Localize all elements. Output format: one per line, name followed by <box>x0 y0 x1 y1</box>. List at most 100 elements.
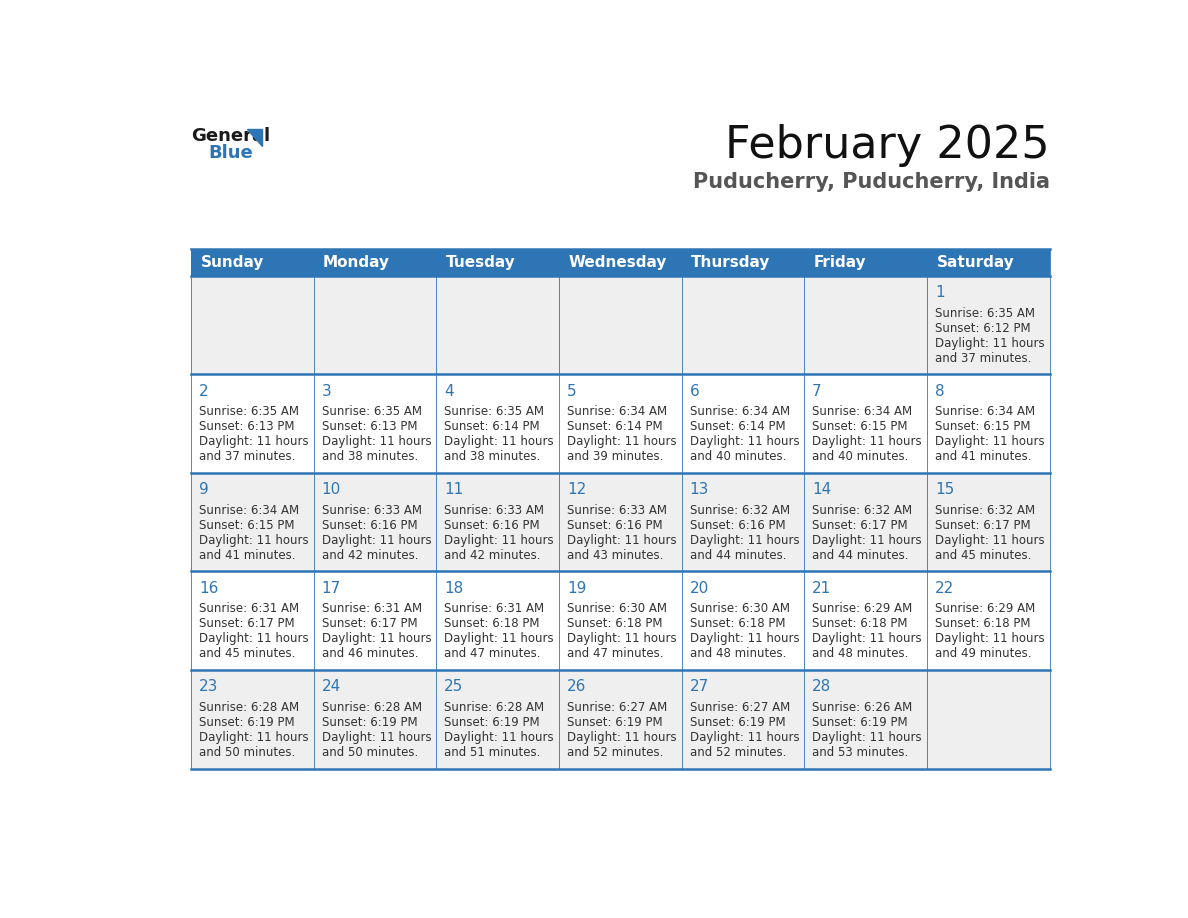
Text: Daylight: 11 hours: Daylight: 11 hours <box>689 633 800 645</box>
Text: Daylight: 11 hours: Daylight: 11 hours <box>935 337 1044 350</box>
Text: Sunset: 6:19 PM: Sunset: 6:19 PM <box>198 716 295 729</box>
Text: and 48 minutes.: and 48 minutes. <box>689 647 786 660</box>
Text: and 45 minutes.: and 45 minutes. <box>935 549 1031 562</box>
Text: and 50 minutes.: and 50 minutes. <box>322 745 418 759</box>
Text: Sunrise: 6:30 AM: Sunrise: 6:30 AM <box>689 602 790 615</box>
Text: Sunset: 6:17 PM: Sunset: 6:17 PM <box>322 617 417 630</box>
Text: Sunset: 6:18 PM: Sunset: 6:18 PM <box>813 617 908 630</box>
Text: and 49 minutes.: and 49 minutes. <box>935 647 1031 660</box>
Text: Sunset: 6:14 PM: Sunset: 6:14 PM <box>567 420 663 433</box>
Bar <box>804 571 927 670</box>
Text: Sunrise: 6:35 AM: Sunrise: 6:35 AM <box>935 307 1035 319</box>
Text: Daylight: 11 hours: Daylight: 11 hours <box>813 435 922 448</box>
Text: 7: 7 <box>813 384 822 398</box>
Text: Sunset: 6:18 PM: Sunset: 6:18 PM <box>444 617 539 630</box>
Text: Sunrise: 6:31 AM: Sunrise: 6:31 AM <box>322 602 422 615</box>
Text: 21: 21 <box>813 580 832 596</box>
Text: Sunset: 6:19 PM: Sunset: 6:19 PM <box>322 716 417 729</box>
Text: Sunset: 6:16 PM: Sunset: 6:16 PM <box>689 519 785 532</box>
Text: Daylight: 11 hours: Daylight: 11 hours <box>322 533 431 546</box>
Bar <box>436 375 560 473</box>
Text: Daylight: 11 hours: Daylight: 11 hours <box>444 731 554 744</box>
Bar <box>682 375 804 473</box>
Text: 23: 23 <box>198 679 219 694</box>
Bar <box>804 249 927 275</box>
Text: Daylight: 11 hours: Daylight: 11 hours <box>322 435 431 448</box>
Text: Daylight: 11 hours: Daylight: 11 hours <box>322 731 431 744</box>
Text: and 48 minutes.: and 48 minutes. <box>813 647 909 660</box>
Text: Daylight: 11 hours: Daylight: 11 hours <box>689 435 800 448</box>
Bar <box>436 670 560 768</box>
Text: Wednesday: Wednesday <box>568 254 666 270</box>
Text: Daylight: 11 hours: Daylight: 11 hours <box>567 731 676 744</box>
Text: Sunrise: 6:34 AM: Sunrise: 6:34 AM <box>689 405 790 418</box>
Text: Daylight: 11 hours: Daylight: 11 hours <box>198 533 309 546</box>
Text: and 44 minutes.: and 44 minutes. <box>689 549 786 562</box>
Text: 15: 15 <box>935 482 954 497</box>
Text: and 44 minutes.: and 44 minutes. <box>813 549 909 562</box>
Text: Sunrise: 6:28 AM: Sunrise: 6:28 AM <box>198 700 299 714</box>
Text: Sunset: 6:17 PM: Sunset: 6:17 PM <box>935 519 1030 532</box>
Text: Sunset: 6:19 PM: Sunset: 6:19 PM <box>444 716 539 729</box>
Bar <box>804 275 927 375</box>
Text: Sunrise: 6:35 AM: Sunrise: 6:35 AM <box>198 405 299 418</box>
Text: 24: 24 <box>322 679 341 694</box>
Text: and 41 minutes.: and 41 minutes. <box>935 450 1031 463</box>
Text: and 38 minutes.: and 38 minutes. <box>322 450 418 463</box>
Text: Sunrise: 6:33 AM: Sunrise: 6:33 AM <box>322 504 422 517</box>
Text: Sunrise: 6:34 AM: Sunrise: 6:34 AM <box>935 405 1035 418</box>
Text: and 38 minutes.: and 38 minutes. <box>444 450 541 463</box>
Bar <box>191 275 314 375</box>
Text: Daylight: 11 hours: Daylight: 11 hours <box>567 633 676 645</box>
Bar <box>560 249 682 275</box>
Bar <box>436 571 560 670</box>
Text: 17: 17 <box>322 580 341 596</box>
Bar <box>927 275 1050 375</box>
Text: 5: 5 <box>567 384 576 398</box>
Bar <box>804 670 927 768</box>
Text: Sunset: 6:17 PM: Sunset: 6:17 PM <box>813 519 908 532</box>
Text: Sunset: 6:19 PM: Sunset: 6:19 PM <box>689 716 785 729</box>
Text: Sunrise: 6:35 AM: Sunrise: 6:35 AM <box>444 405 544 418</box>
Text: 16: 16 <box>198 580 219 596</box>
Text: Sunrise: 6:28 AM: Sunrise: 6:28 AM <box>444 700 544 714</box>
Text: 4: 4 <box>444 384 454 398</box>
Bar <box>314 670 436 768</box>
Text: Daylight: 11 hours: Daylight: 11 hours <box>322 633 431 645</box>
Text: Daylight: 11 hours: Daylight: 11 hours <box>689 731 800 744</box>
Text: Sunrise: 6:28 AM: Sunrise: 6:28 AM <box>322 700 422 714</box>
Text: and 37 minutes.: and 37 minutes. <box>198 450 296 463</box>
Text: and 51 minutes.: and 51 minutes. <box>444 745 541 759</box>
Bar <box>560 473 682 571</box>
Text: and 40 minutes.: and 40 minutes. <box>813 450 909 463</box>
Text: Daylight: 11 hours: Daylight: 11 hours <box>444 633 554 645</box>
Text: and 50 minutes.: and 50 minutes. <box>198 745 295 759</box>
Text: Daylight: 11 hours: Daylight: 11 hours <box>567 435 676 448</box>
Text: Sunrise: 6:31 AM: Sunrise: 6:31 AM <box>198 602 299 615</box>
Text: 19: 19 <box>567 580 586 596</box>
Text: and 52 minutes.: and 52 minutes. <box>689 745 786 759</box>
Text: Thursday: Thursday <box>691 254 771 270</box>
Text: Sunset: 6:18 PM: Sunset: 6:18 PM <box>935 617 1030 630</box>
Text: 3: 3 <box>322 384 331 398</box>
Text: Daylight: 11 hours: Daylight: 11 hours <box>198 633 309 645</box>
Text: Sunrise: 6:29 AM: Sunrise: 6:29 AM <box>813 602 912 615</box>
Text: 9: 9 <box>198 482 209 497</box>
Bar <box>560 375 682 473</box>
Text: and 40 minutes.: and 40 minutes. <box>689 450 786 463</box>
Text: 18: 18 <box>444 580 463 596</box>
Bar <box>927 670 1050 768</box>
Text: Sunset: 6:19 PM: Sunset: 6:19 PM <box>567 716 663 729</box>
Text: Sunday: Sunday <box>201 254 264 270</box>
Bar <box>682 571 804 670</box>
Text: 2: 2 <box>198 384 209 398</box>
Text: Sunset: 6:12 PM: Sunset: 6:12 PM <box>935 321 1030 334</box>
Text: Sunset: 6:19 PM: Sunset: 6:19 PM <box>813 716 908 729</box>
Text: Sunrise: 6:33 AM: Sunrise: 6:33 AM <box>567 504 666 517</box>
Text: and 47 minutes.: and 47 minutes. <box>444 647 541 660</box>
Bar <box>927 571 1050 670</box>
Bar <box>191 249 314 275</box>
Bar <box>804 375 927 473</box>
Text: Tuesday: Tuesday <box>446 254 516 270</box>
Text: Sunset: 6:13 PM: Sunset: 6:13 PM <box>322 420 417 433</box>
